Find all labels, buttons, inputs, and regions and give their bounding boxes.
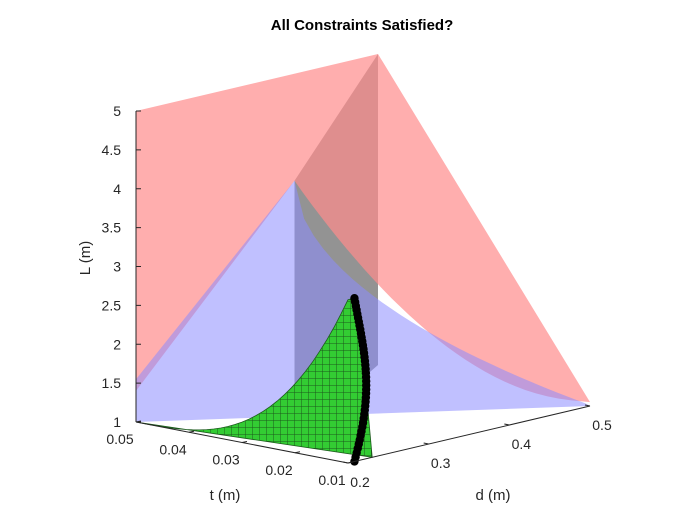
boundary-point [350,294,359,303]
x-tick-label: 0.5 [592,417,612,433]
feasible-region-mesh [135,296,373,458]
z-tick-label: 3 [113,259,121,275]
x-tick [423,442,429,445]
red-constraint-surface [136,54,590,403]
y-tick-label: 0.04 [159,441,186,457]
chart-title: All Constraints Satisfied? [271,17,454,34]
y-tick-label: 0.01 [318,472,345,488]
z-tick-label: 1 [113,414,121,430]
y-tick [188,430,195,433]
x-tick-label: 0.3 [431,455,451,471]
y-tick-label: 0.05 [106,431,133,447]
x-tick-label: 0.4 [512,436,532,452]
x-tick [584,404,591,407]
z-axis-label: L (m) [77,241,94,275]
axes-layer: 0.2 0.3 0.4 0.5 0.01 0.02 0.03 0.04 0.051 1.5 2 2.5… [77,103,612,504]
z-tick-label: 4.5 [102,142,122,158]
surfaces-layer [135,54,590,466]
y-axis-label: t (m) [210,487,241,504]
x-axis-label: d (m) [476,487,511,504]
y-tick-label: 0.03 [212,452,239,468]
x-axis-line [347,405,591,464]
z-tick-label: 1.5 [102,375,122,391]
y-tick [241,441,248,443]
x-tick [342,461,349,464]
z-tick-label: 2 [113,336,121,352]
blue-constraint-surface [136,180,590,422]
x-tick [504,423,510,426]
y-tick [347,461,354,464]
y-tick [294,451,301,454]
y-tick-label: 0.02 [265,462,292,478]
z-tick-label: 5 [113,103,121,119]
z-tick-label: 3.5 [102,220,122,236]
x-tick-label: 0.2 [350,474,370,490]
z-tick-label: 2.5 [102,297,122,313]
z-tick-label: 4 [113,181,121,197]
